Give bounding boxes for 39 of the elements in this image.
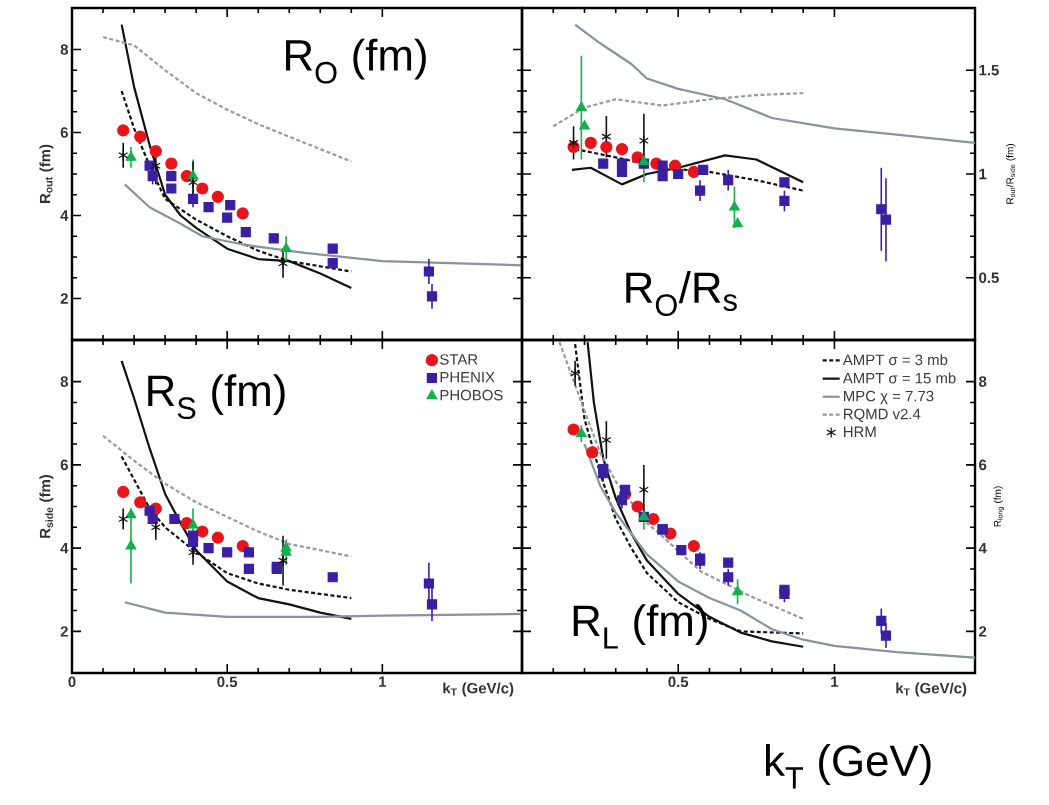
legend-label: HRM [844, 426, 876, 437]
y-tick-label: 6 [60, 459, 68, 471]
x-tick-label: 0.5 [217, 676, 238, 688]
y-tick-label: 4 [60, 210, 69, 221]
annotation: R$_{S}$ (fm) [148, 374, 285, 420]
annotation: R$_{O}$ (fm) [286, 38, 426, 84]
x-axis-title: k$_{T}$ (GeV/c) [443, 682, 514, 697]
legend-label: AMPT σ = 15 mb [842, 372, 956, 384]
legend-label: PHOBOS [440, 389, 503, 401]
x-tick-label: 0 [68, 676, 76, 688]
y2-axis-title: R$_{long}$ (fm) [993, 486, 1004, 527]
legend-label: AMPT σ = 3 mb [842, 354, 948, 366]
y-tick-label: 8 [60, 44, 69, 55]
y2-tick-label: 1.5 [979, 65, 999, 76]
x-tick-label: 1 [379, 676, 387, 687]
legend-label: MPC χ = 7.73 [844, 390, 934, 405]
y2-tick-label: 0.5 [979, 272, 999, 284]
y2-tick-label: 6 [979, 459, 987, 471]
annotation: R$_{L}$ (fm) [573, 604, 707, 649]
y2-tick-label: 4 [978, 542, 987, 554]
annotation: R$_{O}$/R$_{s}$ [626, 271, 737, 316]
y-axis-title: R$_{out}$ (fm) [39, 144, 54, 203]
y-tick-label: 2 [60, 293, 68, 304]
x-tick-label: 0.5 [668, 676, 689, 688]
legend-label: RQMD v2.4 [844, 408, 921, 422]
y2-axis-title: R$_{out}$/R$_{side}$ (fm) [1006, 144, 1016, 204]
y2-tick-label: 1 [979, 168, 987, 180]
legend-label: PHENIX [440, 372, 495, 383]
y-axis-title: R$_{side}$ (fm) [39, 474, 54, 538]
x-tick-label: 1 [831, 676, 839, 687]
y2-tick-label: 2 [979, 626, 987, 637]
y2-tick-label: 8 [979, 376, 987, 387]
y-tick-label: 6 [60, 127, 68, 138]
y-tick-label: 2 [60, 626, 68, 637]
y-tick-label: 4 [60, 542, 69, 554]
x-axis-title: k$_{T}$ (GeV/c) [896, 682, 967, 697]
y-tick-label: 8 [60, 376, 69, 387]
text: k$_{T}$ (GeV) [766, 744, 931, 789]
legend-label: STAR [440, 354, 478, 365]
